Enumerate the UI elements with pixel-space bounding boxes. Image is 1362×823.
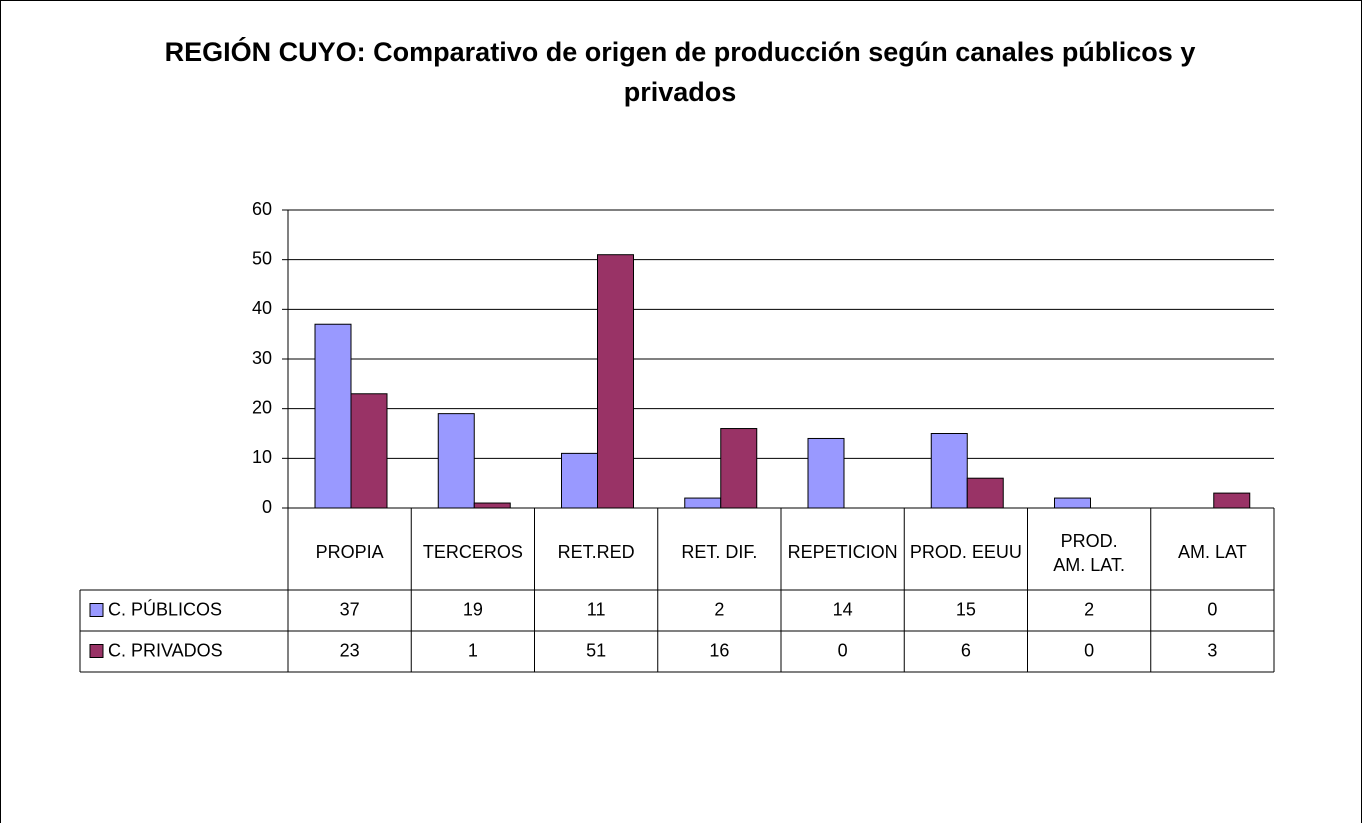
bar xyxy=(314,323,352,509)
bar xyxy=(720,428,758,509)
bar xyxy=(807,437,845,509)
legend-label: C. PRIVADOS xyxy=(108,640,223,660)
table-value: 6 xyxy=(961,640,971,660)
legend-label: C. PÚBLICOS xyxy=(108,598,222,619)
y-tick-label: 40 xyxy=(252,298,272,318)
table-value: 15 xyxy=(956,599,976,619)
table-value: 14 xyxy=(833,599,853,619)
table-value: 37 xyxy=(340,599,360,619)
bar xyxy=(684,497,722,509)
x-tick-label: PROD. AM. LAT. xyxy=(1053,531,1125,575)
bar xyxy=(597,254,634,509)
table-value: 11 xyxy=(587,599,606,619)
y-tick-label: 10 xyxy=(252,447,272,467)
y-tick-label: 20 xyxy=(252,397,272,417)
table-value: 51 xyxy=(586,640,606,660)
table-value: 1 xyxy=(468,640,478,660)
x-tick-label: TERCEROS xyxy=(423,542,523,562)
bar xyxy=(350,393,388,509)
bar xyxy=(473,502,511,509)
bar xyxy=(1054,497,1091,509)
table-value: 16 xyxy=(709,640,729,660)
bar xyxy=(966,477,1004,509)
bar xyxy=(930,433,968,509)
x-tick-label: RET.RED xyxy=(558,542,635,562)
y-tick-label: 30 xyxy=(252,348,272,368)
table-value: 0 xyxy=(1084,640,1094,660)
table-value: 2 xyxy=(1084,599,1094,619)
table-value: 0 xyxy=(1207,599,1217,619)
table-value: 2 xyxy=(714,599,724,619)
legend-swatch xyxy=(89,644,104,658)
label-line: AM. LAT. xyxy=(1053,555,1125,575)
y-tick-label: 50 xyxy=(252,248,272,268)
legend-swatch xyxy=(89,603,104,617)
bar xyxy=(1213,492,1251,509)
x-tick-label: AM. LAT xyxy=(1178,542,1247,562)
x-tick-label: PROPIA xyxy=(316,542,384,562)
label-line: PROD. xyxy=(1061,531,1118,551)
x-tick-label: PROD. EEUU xyxy=(910,542,1022,562)
table-value: 3 xyxy=(1207,640,1217,660)
table-value: 0 xyxy=(838,640,848,660)
table-value: 23 xyxy=(340,640,360,660)
x-tick-label: REPETICION xyxy=(788,542,898,562)
bar xyxy=(561,452,598,509)
table-value: 19 xyxy=(463,599,483,619)
x-tick-label: RET. DIF. xyxy=(681,542,757,562)
y-tick-label: 0 xyxy=(262,497,272,517)
bar xyxy=(437,413,475,509)
y-tick-label: 60 xyxy=(252,199,272,219)
chart-title: REGIÓN CUYO: Comparativo de origen de pr… xyxy=(164,37,1196,107)
